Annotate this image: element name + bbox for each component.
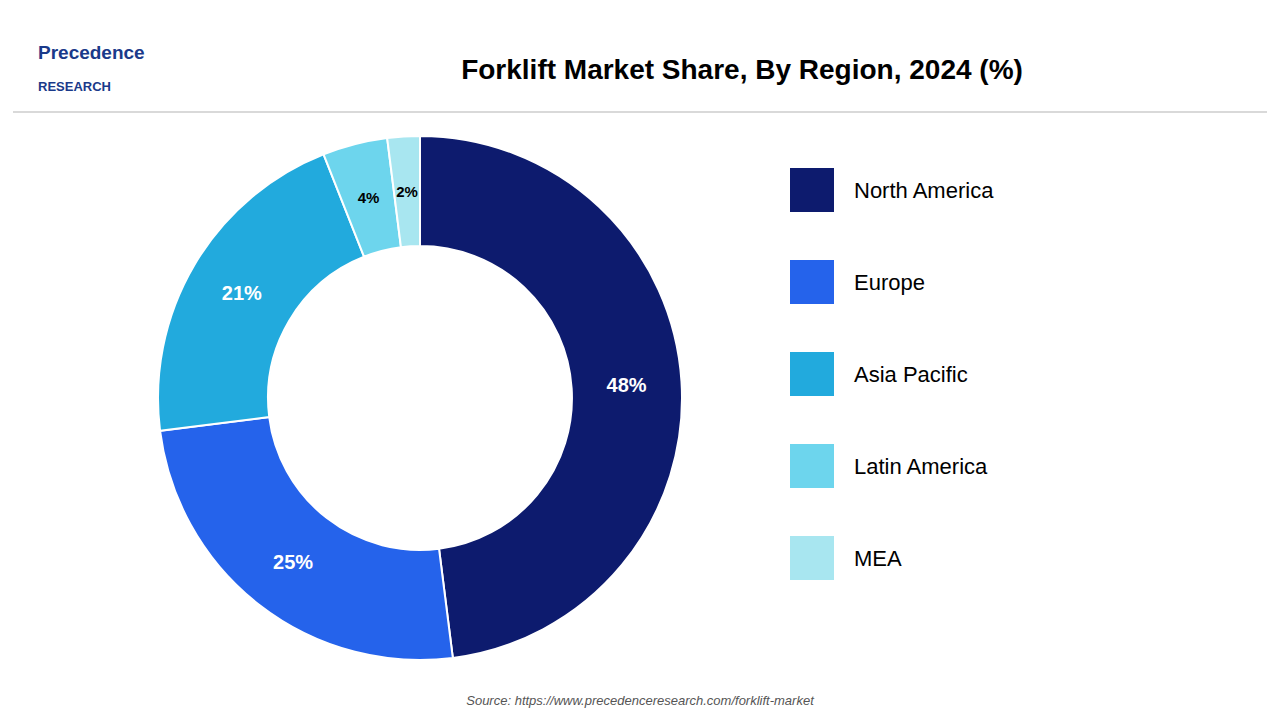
donut: 48% 25% 21% 4% 2% <box>158 136 682 660</box>
legend-label: Europe <box>854 270 925 295</box>
legend-item: North America <box>790 168 994 212</box>
data-label: 4% <box>358 189 380 206</box>
legend-item: Latin America <box>790 444 988 488</box>
legend-swatch <box>790 260 834 304</box>
legend-item: Asia Pacific <box>790 352 968 396</box>
legend-item: Europe <box>790 260 925 304</box>
data-label: 2% <box>396 183 418 200</box>
donut-slice <box>420 136 682 658</box>
legend-swatch <box>790 444 834 488</box>
legend-label: North America <box>854 178 994 203</box>
chart: Precedence RESEARCH Forklift Market Share,… <box>0 0 1280 720</box>
legend-label: MEA <box>854 546 902 571</box>
donut-slice <box>160 417 453 660</box>
source-note: Source: https://www.precedenceresearch.c… <box>466 693 815 708</box>
legend-item: MEA <box>790 536 902 580</box>
legend-label: Asia Pacific <box>854 362 968 387</box>
legend-label: Latin America <box>854 454 988 479</box>
data-label: 25% <box>273 551 313 573</box>
separator <box>13 111 1267 113</box>
data-label: 21% <box>222 282 262 304</box>
donut-slice <box>387 136 420 247</box>
donut-slice <box>158 154 364 430</box>
legend-swatch <box>790 168 834 212</box>
chart-title: Forklift Market Share, By Region, 2024 (… <box>461 54 1023 85</box>
logo-text: RESEARCH <box>38 79 111 94</box>
legend-swatch <box>790 352 834 396</box>
data-label: 48% <box>607 374 647 396</box>
logo-text: Precedence <box>38 42 145 63</box>
legend: North America Europe Asia Pacific Latin Ame… <box>790 168 994 580</box>
legend-swatch <box>790 536 834 580</box>
